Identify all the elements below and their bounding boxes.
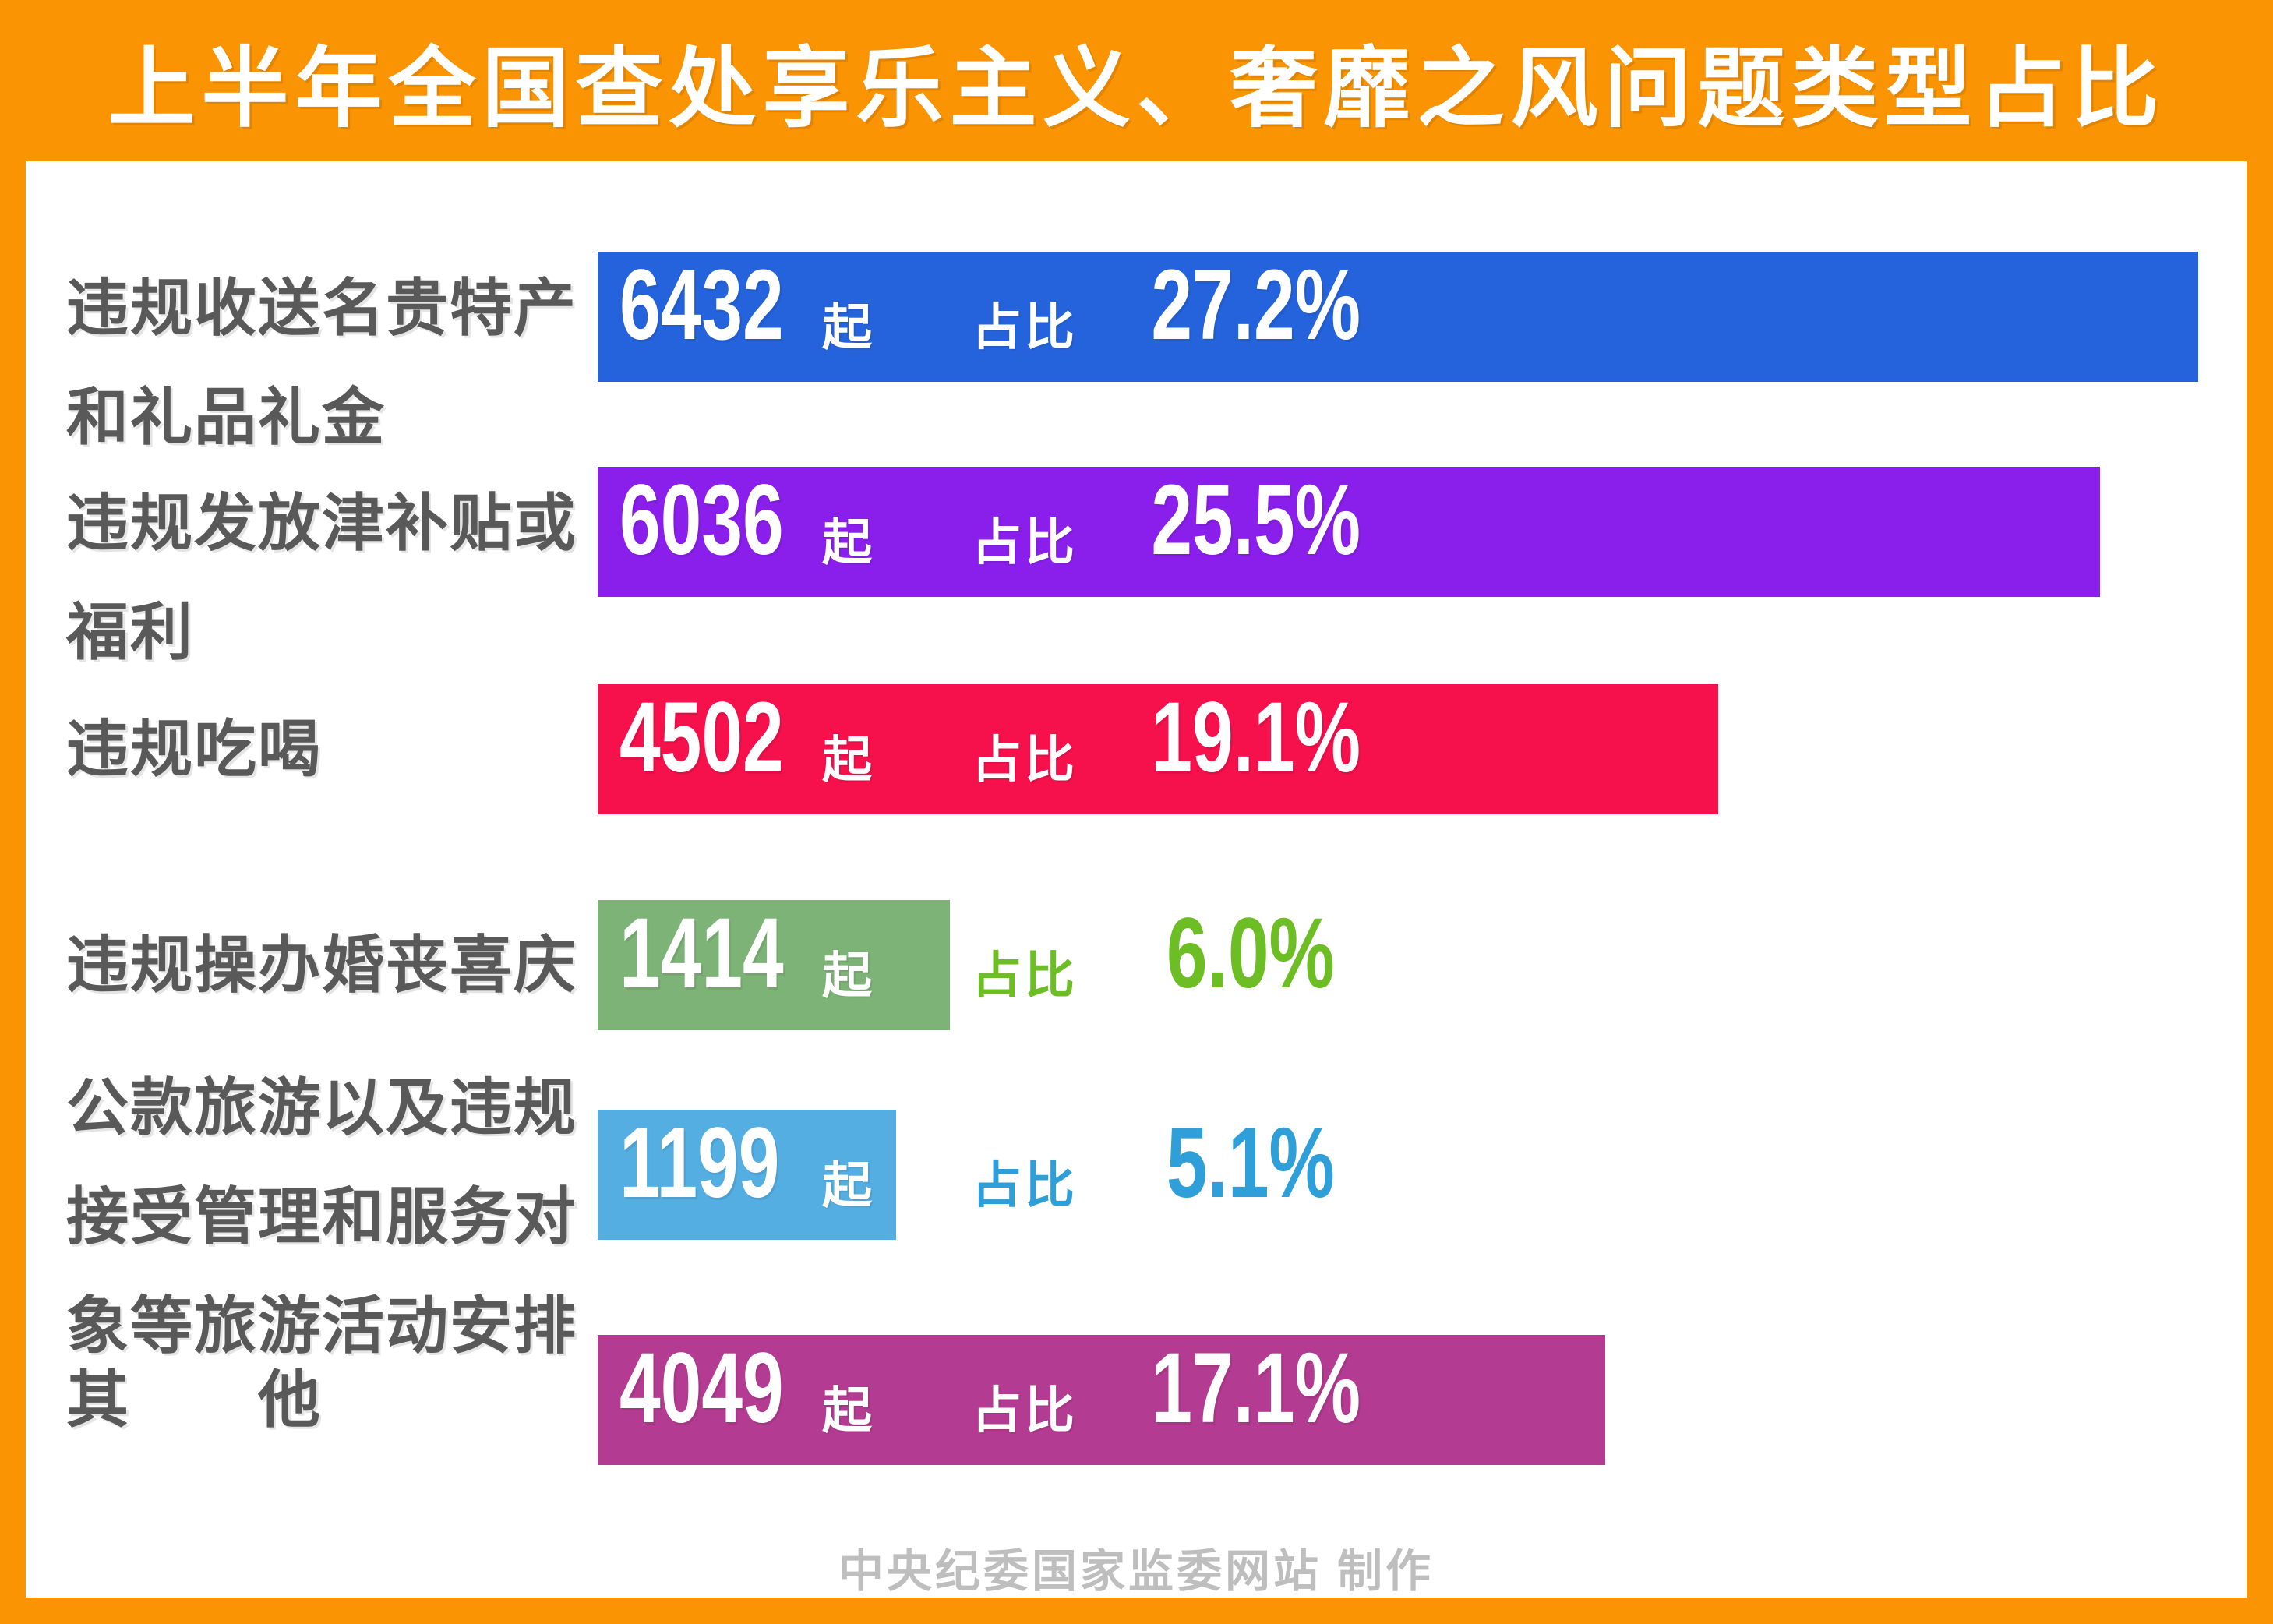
count-unit: 起 [822, 732, 872, 788]
chart-row: 违规收送名贵特产 和礼品礼金 6432 起占比 27.2% [26, 252, 2247, 452]
category-label: 违规发放津补贴或 福利 [66, 489, 577, 667]
ratio-value: 6.0% [1167, 898, 1335, 1009]
chart-row: 其 他 4049 起占比 17.1% [26, 1335, 2247, 1465]
footer-credit: 中央纪委国家监委网站 制作 [838, 1546, 1435, 1597]
category-label: 违规吃喝 [66, 715, 322, 784]
chart-row: 违规发放津补贴或 福利 6036 起占比 25.5% [26, 467, 2247, 667]
ratio-value-wrap: 19.1% [1078, 688, 1361, 788]
ratio-value: 17.1% [1151, 1333, 1361, 1444]
ratio-prefix-label: 占比 [972, 1157, 1078, 1213]
ratio-prefix-label: 占比 [972, 299, 1078, 355]
ratio-value: 25.5% [1151, 464, 1361, 576]
value-bar: 6036 起 [598, 467, 2100, 597]
count-unit: 起 [822, 1382, 872, 1439]
ratio-value: 27.2% [1151, 249, 1361, 361]
ratio-prefix-label: 占比 [972, 948, 1078, 1004]
chart-row: 违规吃喝 4502 起占比 19.1% [26, 684, 2247, 814]
count-unit: 起 [822, 299, 872, 355]
chart-panel: 违规收送名贵特产 和礼品礼金 6432 起占比 27.2% 违规发放津补贴或 福利 603… [26, 161, 2247, 1598]
ratio-value-wrap: 17.1% [1078, 1339, 1361, 1439]
category-label: 违规操办婚丧喜庆 [66, 930, 577, 1000]
chart-row: 公款旅游以及违规 接受管理和服务对 象等旅游活动安排 1199 起占比 5.1% [26, 1073, 2247, 1361]
ratio-prefix-label: 占比 [972, 732, 1078, 788]
ratio-value-wrap: 6.0% [1078, 904, 1335, 1004]
category-label: 违规收送名贵特产 和礼品礼金 [66, 274, 577, 452]
value-bar: 6432 起 [598, 252, 2198, 382]
count-value: 6036 [619, 464, 784, 576]
ratio-value: 19.1% [1151, 682, 1361, 793]
ratio-prefix-label: 占比 [972, 1382, 1078, 1439]
ratio-value: 5.1% [1167, 1107, 1335, 1219]
ratio-value-wrap: 25.5% [1078, 471, 1361, 570]
count-value: 4502 [619, 682, 784, 793]
ratio-value-wrap: 5.1% [1078, 1114, 1335, 1213]
ratio-value-wrap: 27.2% [1078, 256, 1361, 355]
chart-row: 违规操办婚丧喜庆 1414 起占比 6.0% [26, 900, 2247, 1030]
category-label: 其 他 [66, 1365, 322, 1435]
count-unit: 起 [822, 948, 872, 1004]
value-bar: 1199 起 [598, 1110, 896, 1240]
value-bar: 4502 起 [598, 684, 1718, 814]
count-value: 1414 [619, 898, 784, 1009]
count-unit: 起 [822, 514, 872, 570]
count-unit: 起 [822, 1157, 872, 1213]
count-value: 1199 [619, 1107, 780, 1219]
value-bar: 1414 起 [598, 900, 950, 1030]
page-title: 上半年全国查处享乐主义、奢靡之风问题类型占比 [108, 39, 2165, 137]
count-value: 6432 [619, 249, 784, 361]
category-label: 公款旅游以及违规 接受管理和服务对 象等旅游活动安排 [66, 1073, 577, 1361]
value-bar: 4049 起 [598, 1335, 1605, 1465]
ratio-prefix-label: 占比 [972, 514, 1078, 570]
count-value: 4049 [619, 1333, 784, 1444]
